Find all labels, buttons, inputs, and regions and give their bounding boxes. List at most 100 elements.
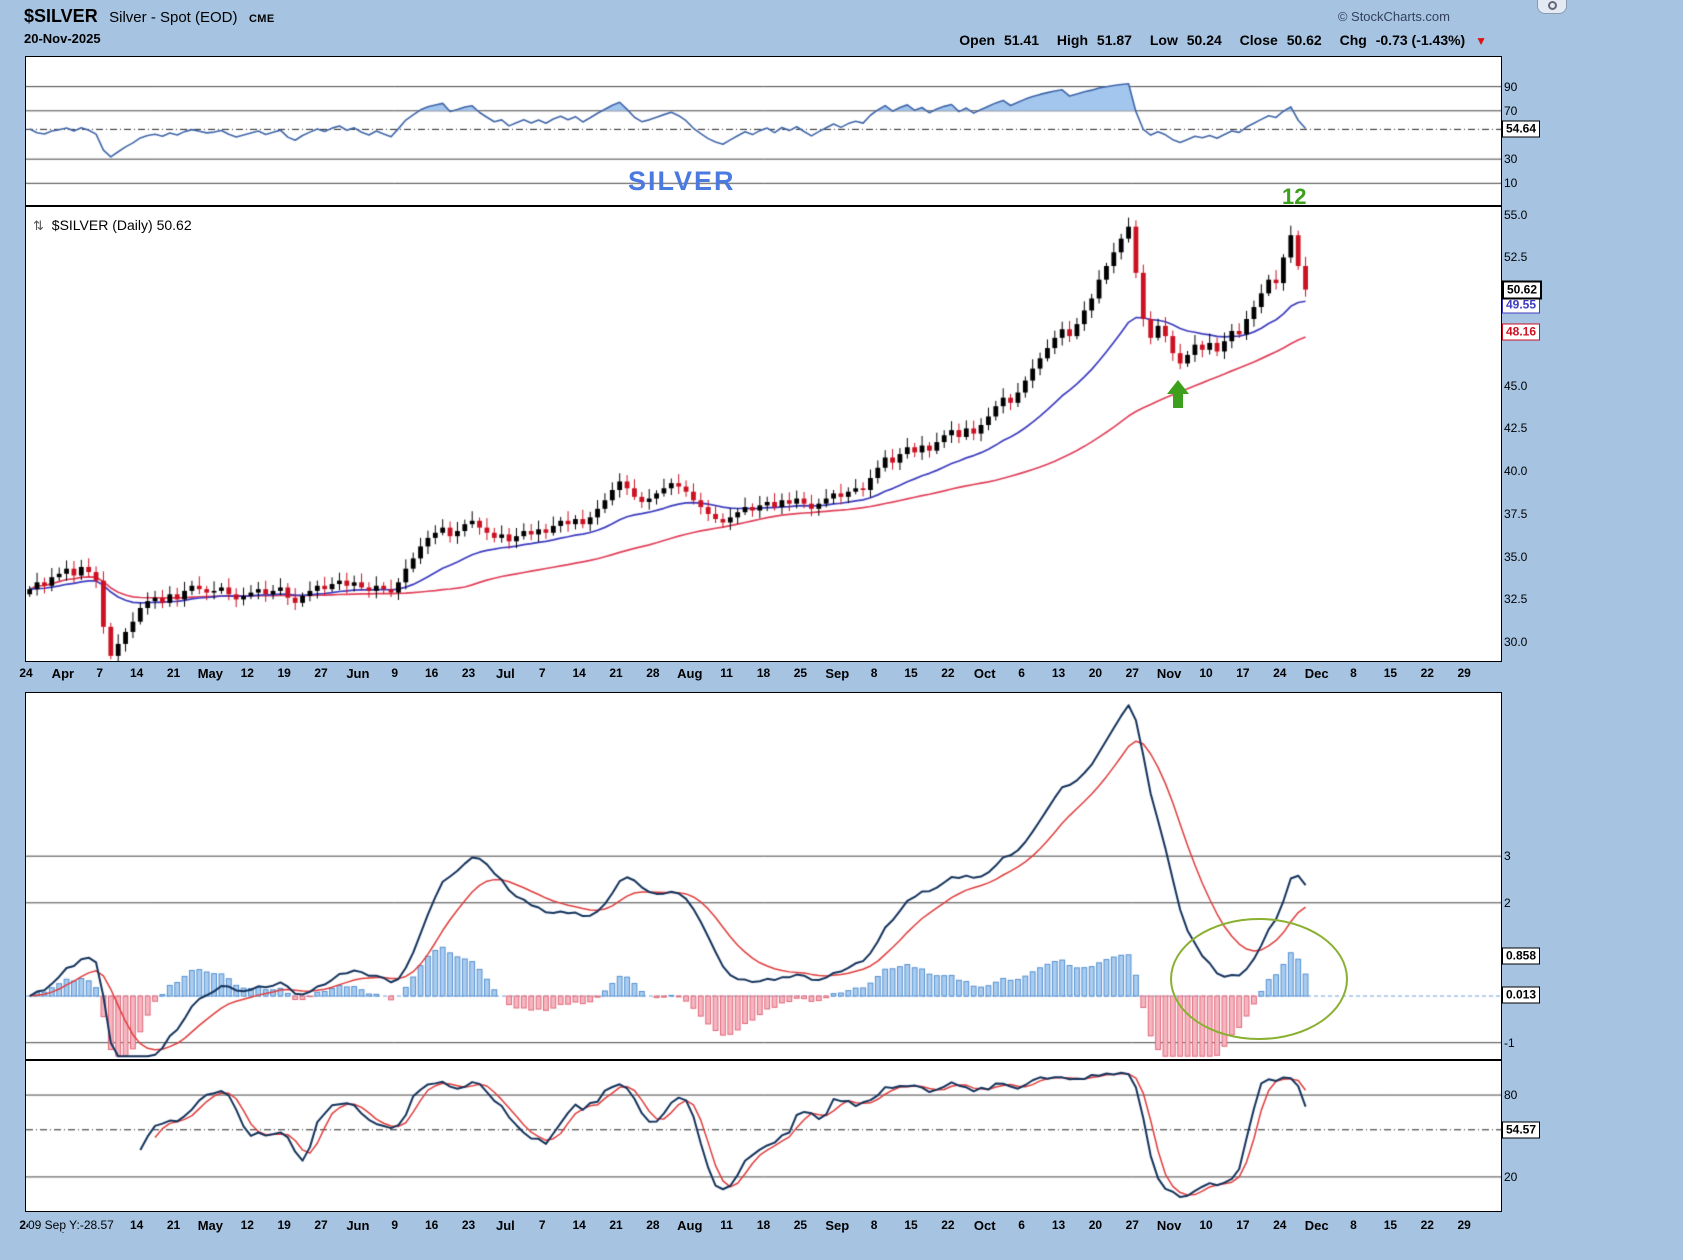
x-tick: May: [197, 1218, 224, 1233]
x-tick: 15: [904, 666, 918, 680]
x-tick: 22: [941, 666, 955, 680]
stochastic-canvas[interactable]: [26, 1061, 1501, 1211]
high-label: High: [1056, 32, 1089, 48]
arrow-head: [1167, 380, 1189, 394]
rsi-indicator-panel: [25, 56, 1502, 206]
change-down-triangle-icon: ▼: [1475, 34, 1487, 48]
x-tick: 24: [1273, 1218, 1287, 1232]
x-tick: 6: [1018, 1218, 1025, 1232]
y-axis-label: 52.5: [1504, 250, 1528, 265]
x-tick: Jul: [495, 1218, 515, 1233]
arrow-stem: [1173, 394, 1183, 408]
y-axis-label: 0.858: [1502, 947, 1541, 965]
x-tick: 17: [1236, 666, 1250, 680]
y-axis-label: 70: [1504, 103, 1518, 118]
x-tick: 25: [793, 666, 808, 680]
x-tick: Jul: [495, 666, 515, 681]
x-axis-top: 24 Apr 7 14 21 May 12 19 27 Jun 9 16 23 Jul 7 14 21 28 Aug…: [0, 666, 1683, 690]
x-tick: 14: [129, 1218, 144, 1232]
low-value: 50.24: [1186, 32, 1222, 48]
x-tick: 24: [19, 666, 33, 680]
y-axis-label: 45.0: [1504, 378, 1528, 393]
copyright: © StockCharts.com: [1337, 9, 1450, 24]
x-tick: 18: [756, 666, 771, 680]
change-value: -0.73 (-1.43%): [1375, 32, 1466, 48]
x-tick: 7: [96, 666, 104, 680]
y-axis-label: 10: [1504, 176, 1518, 191]
x-tick: Aug: [677, 666, 703, 681]
x-tick: 24: [1273, 666, 1287, 680]
x-tick: 14: [129, 666, 144, 680]
y-axis-label: 0.013: [1502, 986, 1541, 1004]
symbol-description: Silver - Spot (EOD): [109, 9, 238, 26]
y-axis-label: 32.5: [1504, 592, 1528, 607]
x-tick: Nov: [1156, 1218, 1182, 1233]
x-tick: Apr: [51, 666, 75, 681]
green-count-annotation: 12: [1282, 184, 1307, 209]
corner-circle-icon: [1547, 1, 1557, 10]
y-axis-label: -1: [1504, 1035, 1515, 1050]
x-tick: 25: [793, 1218, 808, 1232]
x-tick: Oct: [973, 666, 996, 681]
chart-title-watermark: SILVER: [628, 166, 736, 196]
x-tick: 8: [870, 666, 878, 680]
x-tick: 15: [904, 1218, 918, 1232]
corner-widget: [1537, 0, 1567, 14]
x-tick: 8: [870, 1218, 878, 1232]
x-tick: 13: [1051, 1218, 1066, 1232]
rsi-canvas[interactable]: [26, 57, 1501, 205]
x-tick: 20: [1088, 1218, 1103, 1232]
x-tick: 27: [1125, 666, 1139, 680]
x-tick: 21: [609, 1218, 623, 1232]
x-tick: 22: [1420, 1218, 1434, 1232]
x-tick: 28: [646, 1218, 660, 1232]
x-tick: Jun: [346, 666, 370, 681]
ppo-indicator-panel: [25, 692, 1502, 1060]
x-tick: 14: [572, 666, 586, 680]
y-axis-label: 54.57: [1502, 1121, 1541, 1139]
x-tick: 16: [424, 666, 439, 680]
crosshair-readout: 09 Sep Y:-28.57: [28, 1218, 126, 1232]
x-tick: Dec: [1304, 666, 1329, 681]
x-tick: 28: [646, 666, 660, 680]
y-axis-label: 54.64: [1502, 120, 1541, 138]
ohlc-quote-row: Open 51.41 High 51.87 Low 50.24 Close 50…: [959, 32, 1487, 48]
price-legend: ⇅ $SILVER (Daily) 50.62: [33, 217, 192, 234]
x-tick: 27: [314, 1218, 328, 1232]
green-up-arrow-annotation: [1167, 380, 1189, 410]
y-axis-label: 42.5: [1504, 421, 1528, 436]
price-panel: [25, 206, 1502, 662]
x-tick: 9: [391, 1218, 399, 1232]
x-tick: 10: [1199, 1218, 1213, 1232]
stochastic-indicator-panel: [25, 1060, 1502, 1212]
open-label: Open: [959, 32, 996, 48]
x-tick: 23: [461, 1218, 476, 1232]
x-tick: 10: [1199, 666, 1213, 680]
x-tick: 22: [1420, 666, 1434, 680]
x-tick: 27: [314, 666, 328, 680]
price-canvas[interactable]: [26, 207, 1501, 661]
x-tick: 20: [1088, 666, 1103, 680]
x-tick: 19: [277, 666, 291, 680]
x-tick: 21: [166, 1218, 181, 1232]
y-axis-label: 37.5: [1504, 506, 1528, 521]
updown-arrows-icon: ⇅: [33, 218, 44, 233]
y-axis-label: 35.0: [1504, 549, 1528, 564]
change-label: Chg: [1339, 32, 1367, 48]
x-tick: 16: [424, 1218, 439, 1232]
x-tick: 19: [277, 1218, 291, 1232]
exchange: CME: [248, 13, 275, 25]
y-axis-label: 40.0: [1504, 464, 1528, 479]
x-tick: 11: [720, 1218, 733, 1232]
x-tick: 7: [538, 1218, 546, 1232]
x-tick: Sep: [825, 1218, 850, 1233]
x-tick: 29: [1457, 666, 1471, 680]
x-tick: 9: [391, 666, 399, 680]
green-ellipse-annotation: [1170, 918, 1348, 1040]
y-axis-label: 2: [1504, 895, 1511, 910]
x-tick: 8: [1350, 1218, 1357, 1232]
x-tick: 12: [240, 1218, 254, 1232]
x-tick: 7: [538, 666, 546, 680]
close-label: Close: [1239, 32, 1278, 48]
